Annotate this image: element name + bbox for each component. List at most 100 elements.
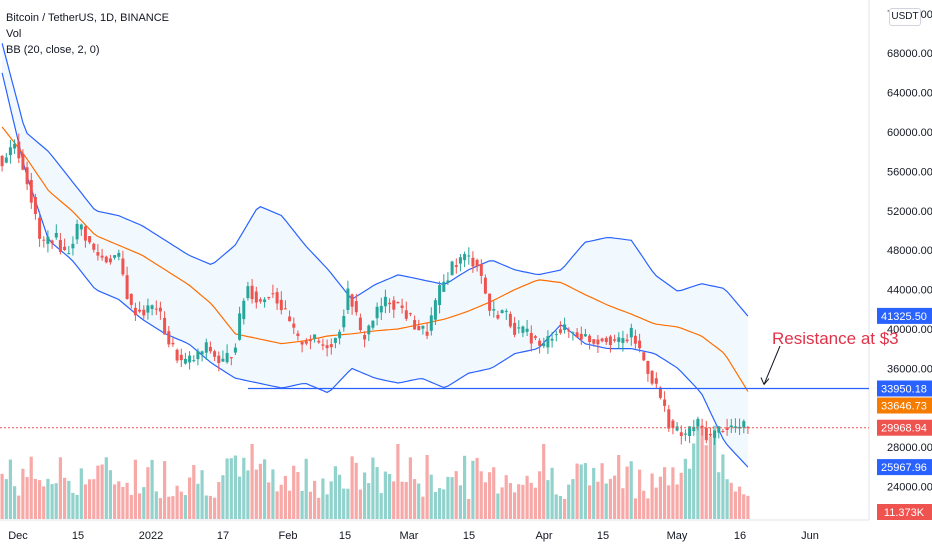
candle-body <box>200 351 204 355</box>
price-tag-box <box>877 397 932 414</box>
volume-bar <box>83 484 87 519</box>
candle-body <box>400 305 404 308</box>
volume-bar <box>521 484 525 519</box>
volume-bar <box>525 475 529 519</box>
candle-body <box>529 333 533 344</box>
volume-bar <box>138 493 142 519</box>
candlesticks <box>0 133 750 445</box>
candle-body <box>471 257 475 267</box>
candle-body <box>467 255 471 257</box>
volume-bar <box>67 480 71 519</box>
candle-body <box>338 331 342 339</box>
candle-body <box>108 258 112 263</box>
candle-body <box>383 296 387 307</box>
volume-bar <box>558 496 562 519</box>
price-tag-label: 41325.50 <box>881 311 927 323</box>
volume-bar <box>300 491 304 519</box>
volume-bar <box>25 477 29 519</box>
volume-bar <box>325 494 329 519</box>
volume-bar <box>433 492 437 519</box>
volume-bar <box>721 454 725 519</box>
volume-bar <box>658 476 662 519</box>
candle-body <box>296 333 300 336</box>
candle-body <box>717 426 721 433</box>
volume-bar <box>438 488 442 519</box>
volume-bar <box>58 457 62 519</box>
volume-bar <box>638 469 642 519</box>
volume-bar <box>338 474 342 519</box>
volume-bar <box>496 493 500 519</box>
candle-body <box>375 306 379 319</box>
candle-body <box>446 280 450 283</box>
candle-body <box>304 341 308 344</box>
candle-body <box>550 338 554 341</box>
volume-bar <box>125 482 129 519</box>
volume-bar <box>517 484 521 519</box>
volume-bar <box>200 470 204 519</box>
currency-unit-label[interactable]: USDT <box>889 8 921 26</box>
volume-bar <box>171 496 175 519</box>
candle-body <box>217 355 221 363</box>
time-axis[interactable]: Dec 15 2022 17 Feb 15 Mar 15 Apr 15 May 16 Jun <box>8 530 819 542</box>
volume-bar <box>279 484 283 519</box>
candle-body <box>688 426 692 436</box>
candle-body <box>221 358 225 362</box>
time-tick-label: May <box>667 530 688 542</box>
volume-legend[interactable]: Vol <box>6 28 22 40</box>
time-tick-label: Jun <box>801 530 819 542</box>
candle-body <box>350 294 354 307</box>
volume-bar <box>625 466 629 519</box>
candle-body <box>396 302 400 304</box>
candle-body <box>483 277 487 294</box>
volume-bar <box>192 465 196 519</box>
volume-bar <box>146 467 150 519</box>
candle-body <box>21 153 25 170</box>
price-tag-label: 29968.94 <box>881 423 927 435</box>
candle-body <box>575 332 579 338</box>
volume-bar <box>508 483 512 519</box>
volume-bar <box>633 498 637 519</box>
volume-bar <box>196 483 200 519</box>
volume-bar <box>4 479 8 519</box>
candle-body <box>517 327 521 329</box>
candle-body <box>246 286 250 299</box>
candle-body <box>321 344 325 346</box>
volume-bar <box>96 465 100 519</box>
candle-body <box>346 288 350 310</box>
candle-body <box>354 301 358 313</box>
volume-bar <box>696 421 700 519</box>
volume-bar <box>179 491 183 519</box>
volume-bar <box>575 463 579 519</box>
bb-legend[interactable]: BB (20, close, 2, 0) <box>6 44 100 56</box>
symbol-title[interactable]: Bitcoin / TetherUS, 1D, BINANCE <box>6 12 170 24</box>
candle-body <box>563 324 567 330</box>
candle-body <box>700 425 704 428</box>
candle-body <box>167 331 171 345</box>
volume-bar <box>400 481 404 519</box>
volume-bar <box>542 444 546 519</box>
candle-body <box>650 371 654 384</box>
volume-bar <box>71 492 75 519</box>
price-tick-label: 64000.00 <box>887 88 932 100</box>
candle-body <box>38 217 42 239</box>
volume-bar <box>229 458 233 519</box>
volume-bar <box>358 489 362 519</box>
bb-fill <box>2 43 748 468</box>
volume-bar <box>538 471 542 519</box>
time-tick-label: 16 <box>734 530 746 542</box>
price-tick-label: 40000.00 <box>887 324 932 336</box>
candle-body <box>213 351 217 357</box>
volume-bar <box>567 484 571 519</box>
volume-bar <box>254 469 258 519</box>
candle-body <box>329 344 333 348</box>
volume-bar <box>150 459 154 519</box>
candle-body <box>325 345 329 349</box>
volume-bar <box>408 457 412 519</box>
candle-body <box>733 426 737 428</box>
candle-body <box>454 265 458 267</box>
candle-body <box>679 432 683 436</box>
bollinger-bands <box>1 43 749 468</box>
candle-body <box>583 334 587 337</box>
candle-body <box>133 307 137 316</box>
